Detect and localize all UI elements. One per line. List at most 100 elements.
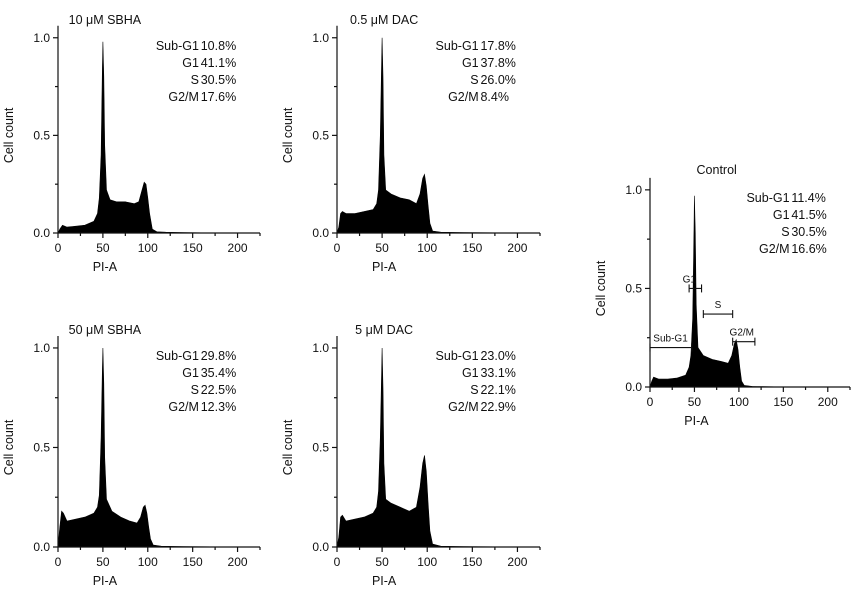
x-tick-label: 200: [228, 241, 248, 255]
phase-label: S: [191, 383, 199, 397]
phase-label: G2/M: [168, 400, 199, 414]
y-axis-label: Cell count: [2, 107, 16, 163]
histogram-panel-0: 0 50 100 150 200 0.0 0.5 1.0 PI-A Cell count 10 μM…: [2, 13, 261, 274]
x-tick-label: 0: [334, 555, 341, 569]
x-tick-label: 50: [688, 395, 702, 409]
x-tick-label: 0: [334, 241, 341, 255]
panel-title: 5 μM DAC: [355, 323, 413, 337]
phase-label: Sub-G1: [156, 349, 199, 363]
y-axis-label: Cell count: [2, 419, 16, 475]
gate-label: G1: [683, 274, 697, 285]
x-tick-label: 150: [183, 241, 203, 255]
phase-label: G1: [462, 56, 479, 70]
y-tick-label: 0.5: [312, 440, 329, 454]
x-axis-label: PI-A: [372, 260, 397, 274]
phase-label: Sub-G1: [436, 349, 479, 363]
x-axis-label: PI-A: [684, 414, 709, 428]
phase-percent: 37.8%: [480, 56, 515, 70]
histogram-panel-2: 0 50 100 150 200 0.0 0.5 1.0 PI-A Cell count 50 μM…: [2, 323, 261, 588]
phase-percent: 17.8%: [480, 39, 515, 53]
x-tick-label: 50: [375, 241, 389, 255]
histogram-area: [336, 37, 518, 234]
phase-percent: 30.5%: [201, 73, 236, 87]
phase-label: G1: [182, 56, 199, 70]
histogram-panel-1: 0 50 100 150 200 0.0 0.5 1.0 PI-A Cell count 0.5 μ…: [281, 13, 541, 274]
x-tick-label: 50: [96, 241, 110, 255]
phase-percent: 41.1%: [201, 56, 236, 70]
x-tick-label: 50: [96, 555, 110, 569]
phase-percent: 26.0%: [480, 73, 515, 87]
histogram-area: [649, 195, 828, 388]
phase-label: G2/M: [448, 400, 479, 414]
x-tick-label: 150: [773, 395, 793, 409]
phase-label: G2/M: [168, 90, 199, 104]
y-tick-label: 1.0: [33, 341, 50, 355]
y-tick-label: 0.5: [33, 128, 50, 142]
phase-label: G2/M: [448, 90, 479, 104]
y-tick-label: 0.5: [312, 128, 329, 142]
histogram-panel-4: 0 50 100 150 200 0.0 0.5 1.0 PI-A Cell count Contr…: [594, 163, 851, 428]
panel-title: Control: [697, 163, 737, 177]
x-tick-label: 100: [417, 241, 437, 255]
gate-label: S: [715, 300, 722, 311]
x-tick-label: 0: [647, 395, 654, 409]
x-tick-label: 50: [375, 555, 389, 569]
histogram-area: [336, 347, 518, 548]
x-tick-label: 0: [55, 241, 62, 255]
y-tick-label: 0.5: [625, 281, 642, 295]
phase-percent: 30.5%: [791, 225, 826, 239]
phase-percent: 22.9%: [480, 400, 515, 414]
x-axis-label: PI-A: [372, 574, 397, 588]
phase-percent: 16.6%: [791, 242, 826, 256]
x-tick-label: 200: [507, 241, 527, 255]
phase-label: S: [191, 73, 199, 87]
histogram-area: [57, 41, 238, 234]
x-tick-label: 100: [138, 555, 158, 569]
x-tick-label: 150: [462, 241, 482, 255]
y-tick-label: 0.0: [625, 380, 642, 394]
x-axis-label: PI-A: [93, 260, 118, 274]
x-tick-label: 100: [138, 241, 158, 255]
y-axis-label: Cell count: [281, 107, 295, 163]
x-tick-label: 150: [462, 555, 482, 569]
phase-label: Sub-G1: [746, 191, 789, 205]
x-tick-label: 200: [507, 555, 527, 569]
y-tick-label: 0.0: [312, 226, 329, 240]
phase-percent: 29.8%: [201, 349, 236, 363]
phase-percent: 11.4%: [791, 191, 826, 205]
phase-percent: 10.8%: [201, 39, 236, 53]
phase-label: S: [470, 73, 478, 87]
x-tick-label: 200: [818, 395, 838, 409]
x-tick-label: 0: [55, 555, 62, 569]
phase-percent: 23.0%: [480, 349, 515, 363]
phase-percent: 8.4%: [480, 90, 509, 104]
y-axis-label: Cell count: [594, 260, 608, 316]
gate-label: Sub-G1: [653, 334, 688, 345]
phase-label: G2/M: [759, 242, 790, 256]
x-axis-label: PI-A: [93, 574, 118, 588]
phase-label: G1: [773, 208, 790, 222]
phase-label: S: [470, 383, 478, 397]
gate-label: G2/M: [730, 328, 754, 339]
y-tick-label: 1.0: [312, 31, 329, 45]
phase-label: S: [781, 225, 789, 239]
phase-label: Sub-G1: [436, 39, 479, 53]
phase-label: G1: [462, 366, 479, 380]
y-tick-label: 1.0: [33, 31, 50, 45]
x-tick-label: 100: [417, 555, 437, 569]
phase-percent: 17.6%: [201, 90, 236, 104]
x-tick-label: 100: [729, 395, 749, 409]
panel-title: 10 μM SBHA: [69, 13, 142, 27]
y-tick-label: 0.5: [33, 440, 50, 454]
phase-label: G1: [182, 366, 199, 380]
histogram-area: [57, 347, 238, 548]
y-tick-label: 1.0: [312, 341, 329, 355]
panel-title: 0.5 μM DAC: [350, 13, 418, 27]
y-tick-label: 1.0: [625, 183, 642, 197]
y-tick-label: 0.0: [33, 540, 50, 554]
phase-percent: 22.1%: [480, 383, 515, 397]
phase-percent: 41.5%: [791, 208, 826, 222]
phase-percent: 12.3%: [201, 400, 236, 414]
phase-percent: 33.1%: [480, 366, 515, 380]
